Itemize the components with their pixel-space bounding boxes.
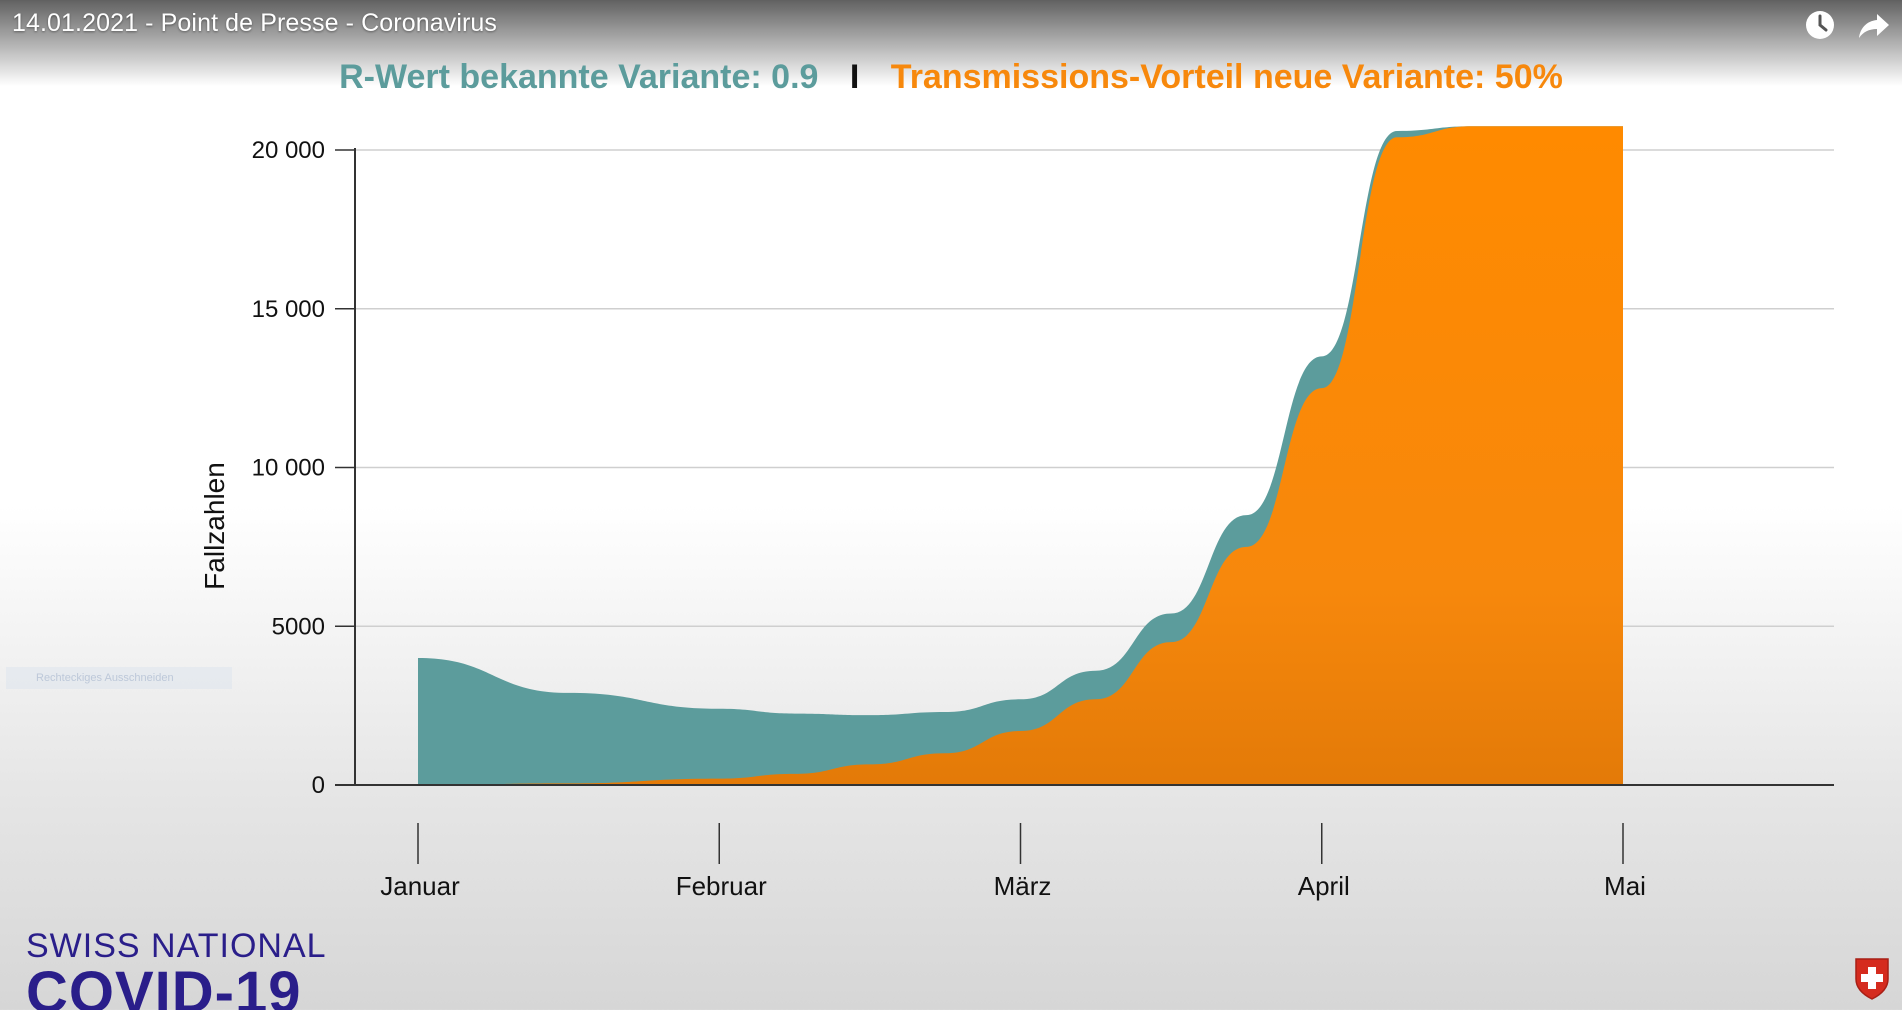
brand-line2: COVID-19 <box>26 960 302 1010</box>
chart-title-new-variant: Transmissions-Vorteil neue Variante: 50% <box>890 58 1563 96</box>
chart-title: R-Wert bekannte Variante: 0.9 I Transmis… <box>0 58 1902 97</box>
chart-title-separator: I <box>849 58 860 96</box>
x-tick-label: März <box>994 871 1052 901</box>
y-axis-title: Fallzahlen <box>199 462 230 590</box>
x-tick-label: Mai <box>1604 871 1646 901</box>
x-tick-label: April <box>1298 871 1350 901</box>
area-series-1 <box>418 126 1623 785</box>
swiss-cross-icon <box>1855 958 1889 1000</box>
share-arrow-icon[interactable] <box>1855 6 1893 44</box>
snipping-tool-ghost-label: Rechteckiges Ausschneiden <box>6 667 232 689</box>
y-tick-label: 0 <box>312 772 325 799</box>
chart-title-known-variant: R-Wert bekannte Variante: 0.9 <box>339 58 819 96</box>
y-tick-label: 20 000 <box>252 137 325 164</box>
y-tick-label: 5000 <box>272 613 325 640</box>
y-tick-label: 10 000 <box>252 455 325 482</box>
brand-line1: SWISS NATIONAL <box>26 927 327 965</box>
video-top-overlay: 14.01.2021 - Point de Presse - Coronavir… <box>0 0 1902 86</box>
x-tick-label: Februar <box>676 871 767 901</box>
y-tick-label: 15 000 <box>252 296 325 323</box>
video-title[interactable]: 14.01.2021 - Point de Presse - Coronavir… <box>12 9 498 37</box>
x-tick-label: Januar <box>380 871 460 901</box>
swiss-national-covid-branding: SWISS NATIONAL COVID-19 <box>26 928 327 1010</box>
clock-icon[interactable] <box>1801 6 1839 44</box>
